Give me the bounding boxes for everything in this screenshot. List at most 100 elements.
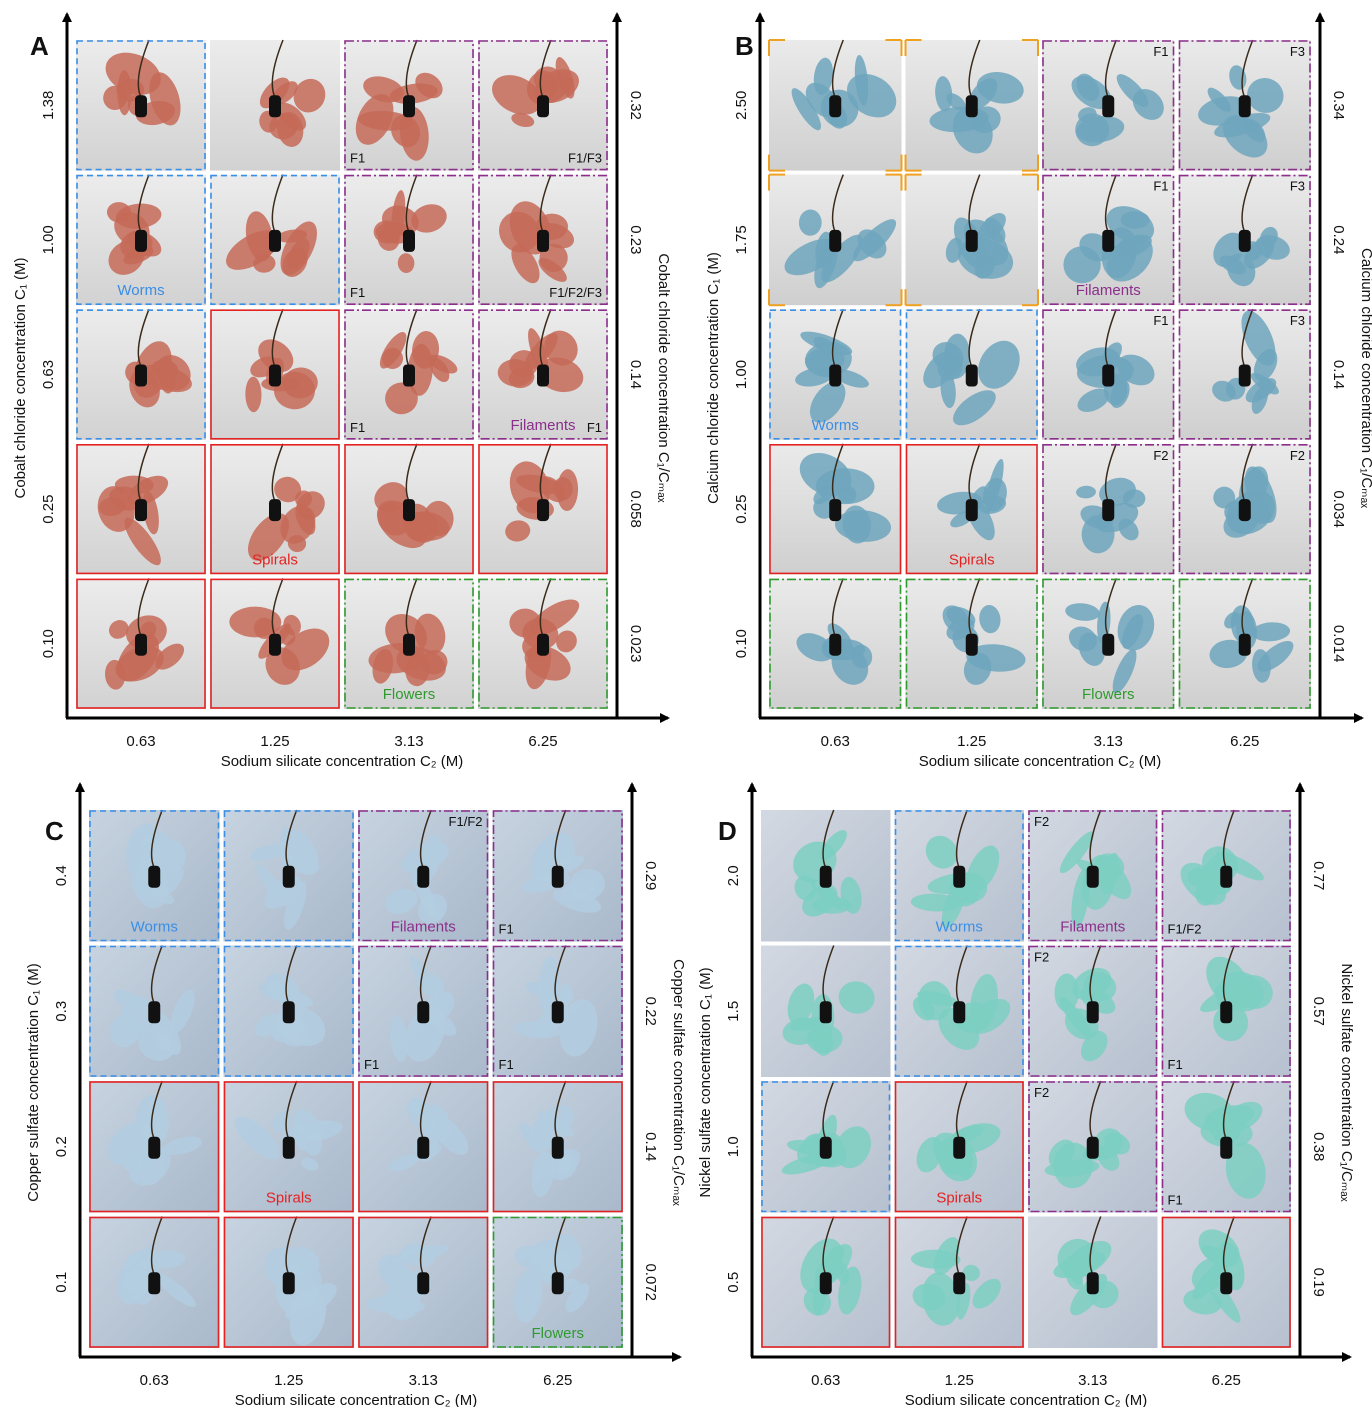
precipitate	[1066, 1255, 1083, 1285]
tube	[554, 1216, 567, 1275]
precipitate	[1209, 639, 1248, 669]
nozzle	[1102, 499, 1115, 522]
precipitate	[277, 229, 308, 243]
tube	[1104, 39, 1117, 98]
precipitate	[511, 244, 540, 284]
nozzle	[403, 364, 415, 387]
nozzle	[148, 1001, 161, 1024]
nozzle	[1102, 229, 1115, 252]
precipitate	[552, 889, 602, 913]
cell	[223, 1216, 354, 1348]
y2-tick-label: 0.034	[1330, 490, 1347, 528]
regime-tag: F1/F2	[1168, 922, 1202, 937]
tube	[137, 174, 150, 233]
regime-tag: F1	[1168, 1057, 1183, 1072]
tube	[955, 809, 968, 869]
cell-border	[1178, 174, 1311, 306]
cell	[344, 443, 474, 575]
cell-border	[1178, 40, 1311, 171]
precipitate	[497, 359, 534, 387]
precipitate	[1219, 255, 1246, 275]
cell	[492, 1080, 623, 1213]
precipitate	[385, 382, 418, 415]
cell: Worms	[89, 809, 220, 942]
cell-border	[894, 945, 1024, 1077]
tube	[271, 174, 284, 233]
y2-tick-label: 0.023	[627, 625, 644, 663]
y-tick-label: 0.1	[53, 1272, 70, 1293]
nozzle	[537, 95, 549, 118]
precipitate	[1214, 112, 1271, 138]
regime-tag: F2	[1034, 814, 1049, 829]
cell: Spirals	[223, 1080, 354, 1213]
precipitate	[155, 643, 185, 670]
cell: F1	[344, 308, 474, 440]
regime-tag: F1/F3	[568, 151, 602, 166]
precipitate	[921, 1272, 960, 1326]
precipitate	[411, 204, 447, 233]
precipitate	[296, 491, 325, 520]
precipitate	[1191, 1257, 1228, 1292]
cell-border	[1028, 1081, 1158, 1213]
precipitate	[416, 973, 445, 996]
cell-border	[478, 174, 608, 306]
tube	[822, 1216, 835, 1275]
cell	[76, 578, 206, 709]
precipitate	[103, 85, 127, 111]
y-tick-label: 0.10	[40, 629, 57, 658]
category-label: Filaments	[1076, 282, 1141, 299]
regime-tag: F3	[1290, 44, 1305, 59]
tube	[137, 39, 150, 98]
category-label: Flowers	[383, 686, 436, 703]
nozzle	[1086, 1272, 1099, 1295]
x-axis-label: Sodium silicate concentration C₂ (M)	[235, 1392, 478, 1407]
nozzle	[269, 499, 281, 522]
precipitate	[1072, 967, 1112, 1001]
category-label: Spirals	[266, 1190, 312, 1207]
precipitate	[834, 510, 892, 542]
cell-border	[1161, 1081, 1291, 1213]
tube	[1089, 945, 1102, 1004]
cell-border	[210, 174, 340, 306]
nozzle	[135, 95, 147, 118]
x-tick-label: 6.25	[1230, 733, 1259, 750]
precipitate	[292, 1116, 307, 1151]
nozzle	[135, 499, 147, 522]
nozzle	[965, 229, 978, 252]
y2-axis-label: Copper sulfate concentration C₁/Cₘₐₓ	[670, 959, 687, 1206]
nozzle	[1238, 633, 1251, 656]
tube	[968, 39, 981, 98]
cell-border	[344, 40, 474, 171]
cell	[210, 174, 340, 306]
tube	[831, 578, 844, 637]
y-tick-label: 1.00	[733, 360, 750, 389]
x-tick-label: 3.13	[409, 1372, 438, 1389]
precipitate	[857, 229, 887, 259]
precipitate	[524, 982, 570, 1003]
x-tick-label: 0.63	[126, 733, 155, 750]
regime-tag: F1/F2/F3	[549, 285, 602, 300]
cell	[769, 443, 902, 575]
cell-border	[223, 1081, 354, 1213]
precipitate	[1253, 348, 1278, 382]
precipitate	[98, 496, 126, 516]
cell: F1/F2	[1161, 809, 1291, 942]
cell: F2	[1028, 1080, 1158, 1213]
precipitate	[505, 520, 531, 542]
precipitate	[403, 511, 450, 541]
nozzle	[953, 1001, 966, 1024]
x-tick-label: 1.25	[260, 733, 289, 750]
regime-tag: F1	[1153, 179, 1168, 194]
nozzle	[829, 95, 842, 118]
cell	[210, 578, 340, 709]
cell: F1 Filaments	[478, 308, 608, 440]
y2-tick-label: 0.77	[1310, 861, 1327, 890]
precipitate	[1212, 380, 1236, 402]
nozzle	[965, 364, 978, 387]
cell: Flowers	[1042, 578, 1175, 709]
cell-border	[89, 810, 220, 942]
precipitate	[1247, 77, 1284, 113]
nozzle	[148, 865, 161, 888]
precipitate	[916, 1137, 943, 1173]
y-tick-label: 0.2	[53, 1136, 70, 1157]
